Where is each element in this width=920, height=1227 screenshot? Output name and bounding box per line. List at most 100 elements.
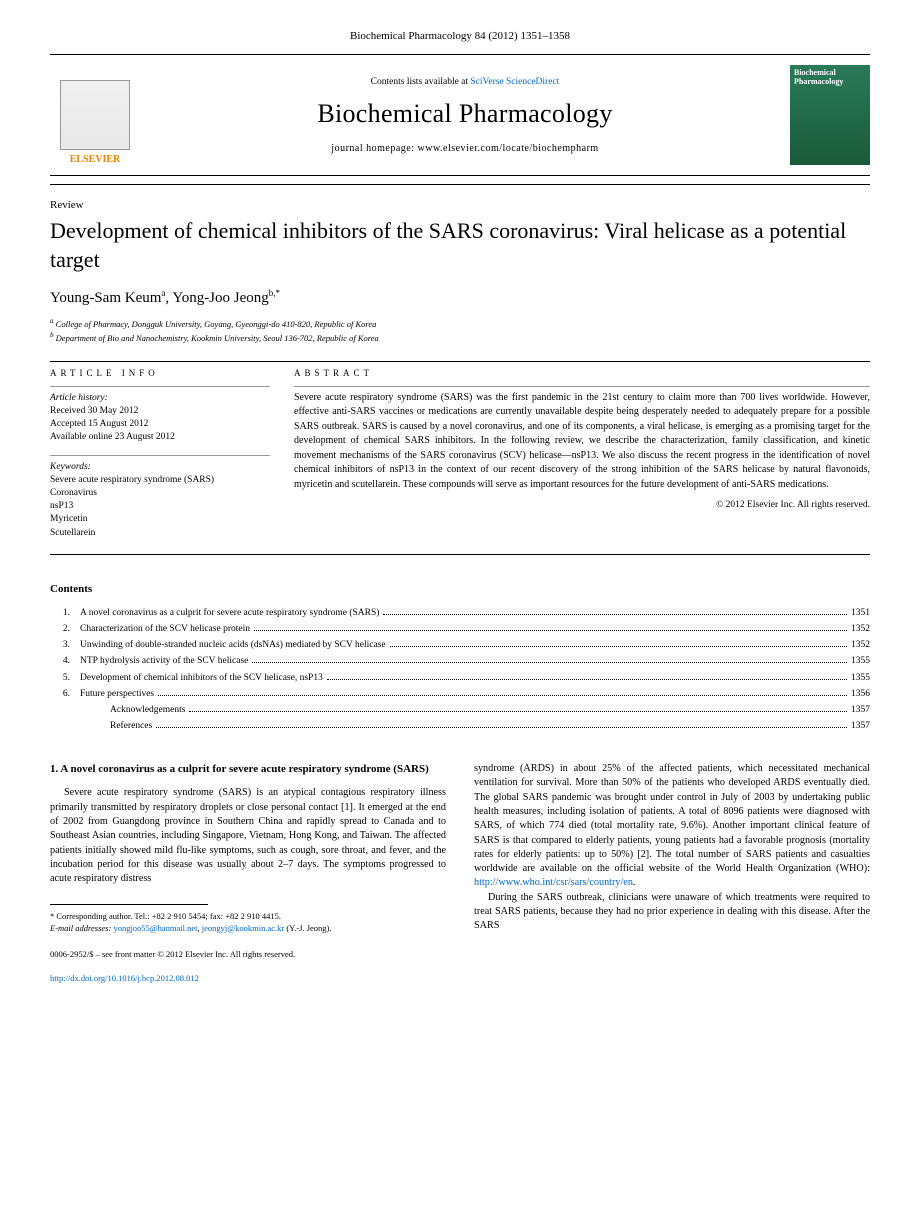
contents-text: Contents lists available at: [371, 77, 471, 87]
toc-dots: [254, 630, 847, 631]
toc-item: 5. Development of chemical inhibitors of …: [50, 670, 870, 686]
toc-dots: [390, 646, 847, 647]
abstract-column: ABSTRACT Severe acute respiratory syndro…: [294, 368, 870, 540]
toc-dots: [189, 711, 847, 712]
keyword-0: Severe acute respiratory syndrome (SARS): [50, 474, 270, 487]
toc-item: References 1357: [50, 718, 870, 734]
journal-name: Biochemical Pharmacology: [140, 99, 790, 129]
toc-title: Unwinding of double-stranded nucleic aci…: [80, 637, 386, 653]
col2-p1-end: .: [633, 877, 636, 888]
sciencedirect-link[interactable]: SciVerse ScienceDirect: [470, 77, 559, 87]
front-matter-line: 0006-2952/$ – see front matter © 2012 El…: [50, 949, 446, 959]
footnote-separator: [50, 904, 208, 905]
toc-page: 1357: [851, 702, 870, 718]
toc-dots: [158, 695, 847, 696]
info-abstract-row: ARTICLE INFO Article history: Received 3…: [50, 368, 870, 540]
elsevier-tree-icon: [60, 80, 130, 150]
toc-num: 2.: [50, 621, 70, 637]
toc-title: Acknowledgements: [110, 702, 185, 718]
authors: Young-Sam Keuma, Yong-Joo Jeongb,*: [50, 288, 870, 307]
toc-dots: [252, 662, 847, 663]
toc-title: Characterization of the SCV helicase pro…: [80, 621, 250, 637]
section-1-heading: 1. A novel coronavirus as a culprit for …: [50, 762, 446, 776]
doi-line: http://dx.doi.org/10.1016/j.bcp.2012.08.…: [50, 973, 446, 983]
section-1-para-1-cont: syndrome (ARDS) in about 25% of the affe…: [474, 762, 870, 891]
keywords-divider: [50, 455, 270, 456]
body-column-right: syndrome (ARDS) in about 25% of the affe…: [474, 762, 870, 983]
toc-page: 1356: [851, 686, 870, 702]
email-suffix: (Y.-J. Jeong).: [284, 923, 331, 933]
toc-page: 1355: [851, 670, 870, 686]
toc-num: 1.: [50, 605, 70, 621]
author-1: Young-Sam Keum: [50, 290, 161, 306]
toc-list: 1. A novel coronavirus as a culprit for s…: [50, 605, 870, 734]
toc-page: 1357: [851, 718, 870, 734]
abstract-copyright: © 2012 Elsevier Inc. All rights reserved…: [294, 500, 870, 510]
journal-reference: Biochemical Pharmacology 84 (2012) 1351–…: [50, 30, 870, 42]
toc-dots: [383, 614, 847, 615]
contents-heading: Contents: [50, 583, 870, 595]
email-link-1[interactable]: yongjoo55@hanmail.net: [113, 923, 197, 933]
keyword-1: Coronavirus: [50, 487, 270, 500]
header-box: ELSEVIER Contents lists available at Sci…: [50, 54, 870, 176]
toc-num: 3.: [50, 637, 70, 653]
author-2-sup: b,*: [269, 288, 280, 298]
who-link[interactable]: http://www.who.int/csr/sars/country/en: [474, 877, 633, 888]
header-center: Contents lists available at SciVerse Sci…: [140, 77, 790, 154]
toc-title: NTP hydrolysis activity of the SCV helic…: [80, 653, 248, 669]
toc-page: 1351: [851, 605, 870, 621]
journal-homepage: journal homepage: www.elsevier.com/locat…: [140, 143, 790, 154]
doi-link[interactable]: http://dx.doi.org/10.1016/j.bcp.2012.08.…: [50, 973, 199, 983]
toc-page: 1352: [851, 637, 870, 653]
toc-num: 4.: [50, 653, 70, 669]
cover-title: Biochemical Pharmacology: [794, 69, 866, 87]
history-accepted: Accepted 15 August 2012: [50, 418, 270, 431]
col2-p1-text: syndrome (ARDS) in about 25% of the affe…: [474, 763, 870, 874]
abstract-subdivider: [294, 386, 870, 387]
toc-num: 5.: [50, 670, 70, 686]
article-type: Review: [50, 199, 870, 211]
email-footnote: E-mail addresses: yongjoo55@hanmail.net,…: [50, 923, 446, 935]
info-divider-bottom: [50, 554, 870, 555]
info-divider-top: [50, 361, 870, 362]
toc-item: 3. Unwinding of double-stranded nucleic a…: [50, 637, 870, 653]
keyword-4: Scutellarein: [50, 527, 270, 540]
toc-item: 6. Future perspectives 1356: [50, 686, 870, 702]
toc-dots: [156, 727, 847, 728]
toc-item: 4. NTP hydrolysis activity of the SCV hel…: [50, 653, 870, 669]
author-2: Yong-Joo Jeong: [172, 290, 268, 306]
author-1-sup: a: [161, 288, 165, 298]
history-label: Article history:: [50, 393, 270, 403]
toc-item: Acknowledgements 1357: [50, 702, 870, 718]
corresponding-author-footnote: * Corresponding author. Tel.: +82 2 910 …: [50, 911, 446, 923]
toc-title: Future perspectives: [80, 686, 154, 702]
info-subdivider: [50, 386, 270, 387]
section-1-para-1: Severe acute respiratory syndrome (SARS)…: [50, 786, 446, 886]
publisher-logo: ELSEVIER: [50, 65, 140, 165]
section-1-para-2: During the SARS outbreak, clinicians wer…: [474, 891, 870, 934]
contents-available-line: Contents lists available at SciVerse Sci…: [140, 77, 790, 87]
toc-title: Development of chemical inhibitors of th…: [80, 670, 323, 686]
affiliation-a: a College of Pharmacy, Dongguk Universit…: [50, 317, 870, 331]
history-received: Received 30 May 2012: [50, 405, 270, 418]
toc-title: A novel coronavirus as a culprit for sev…: [80, 605, 379, 621]
email-label: E-mail addresses:: [50, 923, 113, 933]
article-info-heading: ARTICLE INFO: [50, 368, 270, 378]
publisher-name: ELSEVIER: [70, 154, 121, 165]
toc-item: 1. A novel coronavirus as a culprit for s…: [50, 605, 870, 621]
article-title: Development of chemical inhibitors of th…: [50, 217, 870, 274]
toc-item: 2. Characterization of the SCV helicase p…: [50, 621, 870, 637]
toc-dots: [327, 679, 847, 680]
affiliations: a College of Pharmacy, Dongguk Universit…: [50, 317, 870, 344]
abstract-text: Severe acute respiratory syndrome (SARS)…: [294, 391, 870, 493]
history-online: Available online 23 August 2012: [50, 431, 270, 444]
affiliation-b: b Department of Bio and Nanochemistry, K…: [50, 331, 870, 345]
abstract-heading: ABSTRACT: [294, 368, 870, 378]
article-info-column: ARTICLE INFO Article history: Received 3…: [50, 368, 270, 540]
toc-num: 6.: [50, 686, 70, 702]
email-link-2[interactable]: jeongyj@kookmin.ac.kr: [202, 923, 284, 933]
keyword-2: nsP13: [50, 500, 270, 513]
toc-page: 1352: [851, 621, 870, 637]
toc-page: 1355: [851, 653, 870, 669]
keyword-3: Myricetin: [50, 513, 270, 526]
